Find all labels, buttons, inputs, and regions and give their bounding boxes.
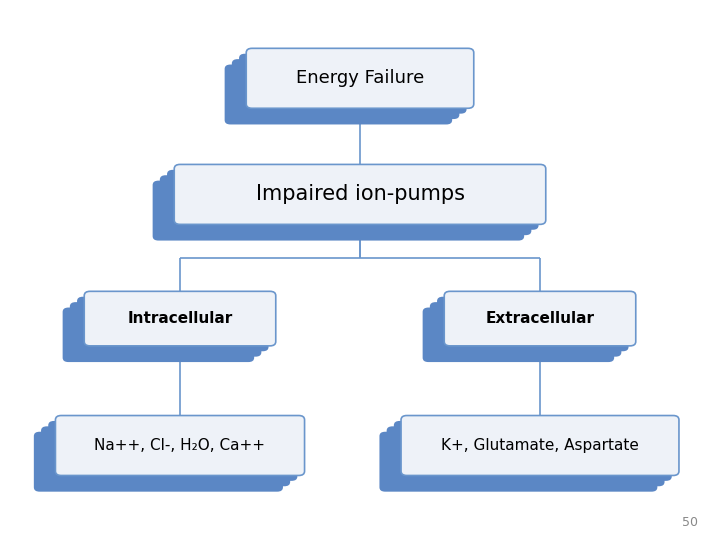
FancyBboxPatch shape xyxy=(387,427,665,486)
FancyBboxPatch shape xyxy=(48,421,297,481)
FancyBboxPatch shape xyxy=(379,432,657,491)
FancyBboxPatch shape xyxy=(84,292,276,346)
FancyBboxPatch shape xyxy=(174,164,546,225)
Text: Extracellular: Extracellular xyxy=(485,311,595,326)
FancyBboxPatch shape xyxy=(437,297,629,352)
FancyBboxPatch shape xyxy=(239,54,467,114)
FancyBboxPatch shape xyxy=(430,302,621,357)
Text: Intracellular: Intracellular xyxy=(127,311,233,326)
FancyBboxPatch shape xyxy=(77,297,269,352)
Text: Impaired ion-pumps: Impaired ion-pumps xyxy=(256,184,464,205)
Text: Energy Failure: Energy Failure xyxy=(296,69,424,87)
FancyBboxPatch shape xyxy=(232,59,459,119)
FancyBboxPatch shape xyxy=(246,49,474,108)
FancyBboxPatch shape xyxy=(63,308,254,362)
Text: 50: 50 xyxy=(683,516,698,529)
Text: K+, Glutamate, Aspartate: K+, Glutamate, Aspartate xyxy=(441,438,639,453)
FancyBboxPatch shape xyxy=(423,308,614,362)
Text: Na++, Cl-, H₂O, Ca++: Na++, Cl-, H₂O, Ca++ xyxy=(94,438,266,453)
FancyBboxPatch shape xyxy=(41,427,290,486)
FancyBboxPatch shape xyxy=(444,292,636,346)
FancyBboxPatch shape xyxy=(34,432,283,491)
FancyBboxPatch shape xyxy=(70,302,261,357)
FancyBboxPatch shape xyxy=(394,421,672,481)
FancyBboxPatch shape xyxy=(160,175,531,235)
FancyBboxPatch shape xyxy=(55,416,305,475)
FancyBboxPatch shape xyxy=(153,180,524,241)
FancyBboxPatch shape xyxy=(401,416,679,475)
FancyBboxPatch shape xyxy=(225,65,452,125)
FancyBboxPatch shape xyxy=(167,170,539,230)
